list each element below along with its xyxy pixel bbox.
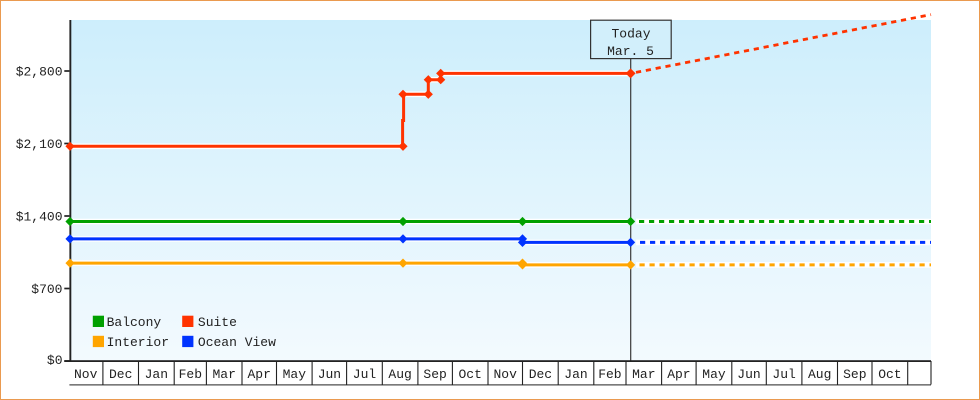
svg-text:Interior: Interior <box>107 335 169 350</box>
svg-text:May: May <box>702 367 726 382</box>
svg-text:Apr: Apr <box>667 367 690 382</box>
svg-text:Jul: Jul <box>353 367 377 382</box>
svg-text:Dec: Dec <box>529 367 552 382</box>
svg-text:Nov: Nov <box>74 367 98 382</box>
svg-text:Oct: Oct <box>878 367 901 382</box>
svg-text:Apr: Apr <box>247 367 270 382</box>
svg-text:Feb: Feb <box>179 367 202 382</box>
svg-text:$2,100: $2,100 <box>16 137 63 152</box>
svg-text:Ocean View: Ocean View <box>198 335 276 350</box>
svg-text:Jun: Jun <box>318 367 341 382</box>
svg-text:Mar: Mar <box>212 367 235 382</box>
svg-text:Aug: Aug <box>388 367 411 382</box>
svg-text:$2,800: $2,800 <box>16 64 63 79</box>
svg-text:Aug: Aug <box>808 367 831 382</box>
svg-text:Jun: Jun <box>737 367 760 382</box>
svg-text:Jan: Jan <box>564 367 587 382</box>
svg-text:Sep: Sep <box>423 367 446 382</box>
svg-text:May: May <box>283 367 307 382</box>
svg-text:Mar: Mar <box>632 367 655 382</box>
svg-text:Sep: Sep <box>843 367 866 382</box>
svg-text:Jan: Jan <box>145 367 168 382</box>
svg-text:Today: Today <box>611 27 650 42</box>
svg-text:Suite: Suite <box>198 315 237 330</box>
svg-text:Nov: Nov <box>493 367 517 382</box>
svg-text:Oct: Oct <box>458 367 481 382</box>
svg-text:Mar. 5: Mar. 5 <box>607 44 654 59</box>
svg-text:$1,400: $1,400 <box>16 209 63 224</box>
svg-text:Feb: Feb <box>598 367 621 382</box>
svg-text:Balcony: Balcony <box>107 315 162 330</box>
svg-text:Dec: Dec <box>109 367 132 382</box>
svg-text:$0: $0 <box>47 353 63 368</box>
svg-text:$700: $700 <box>31 282 62 297</box>
svg-text:Jul: Jul <box>772 367 796 382</box>
